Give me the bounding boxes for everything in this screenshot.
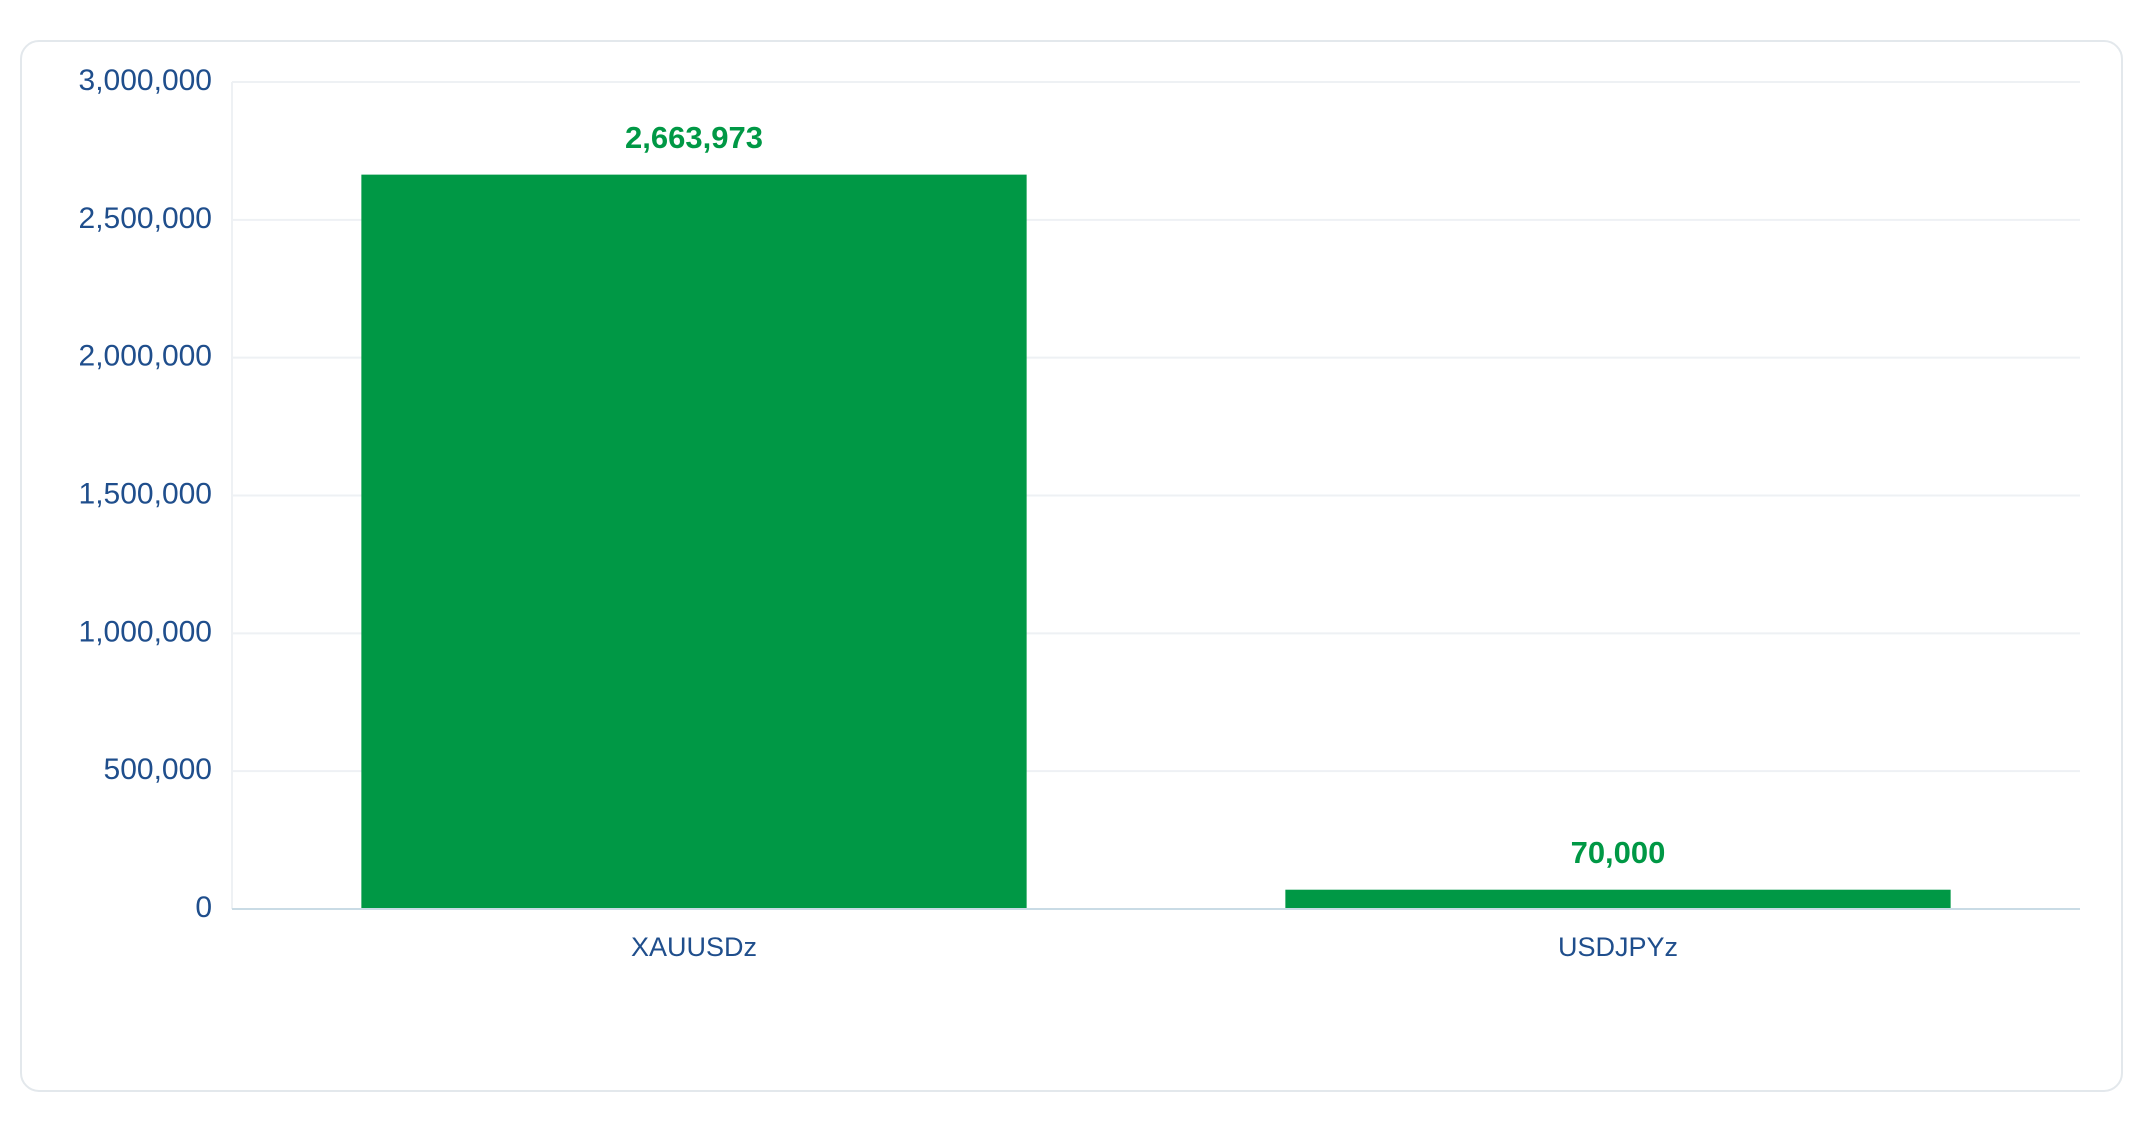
y-tick-label: 0 [195,891,212,924]
bar [1285,889,1951,909]
card [20,40,2123,1092]
y-tick-label: 2,000,000 [79,340,212,373]
y-tick-label: 500,000 [104,753,212,786]
value-label: 70,000 [1571,835,1666,870]
y-tick-label: 3,000,000 [79,64,212,97]
bar [361,174,1027,909]
x-tick-label: XAUUSDz [631,932,757,962]
x-tick-label: USDJPYz [1558,932,1678,962]
value-label: 2,663,973 [625,120,763,155]
y-tick-label: 1,000,000 [79,615,212,648]
y-tick-label: 1,500,000 [79,477,212,510]
y-tick-label: 2,500,000 [79,202,212,235]
